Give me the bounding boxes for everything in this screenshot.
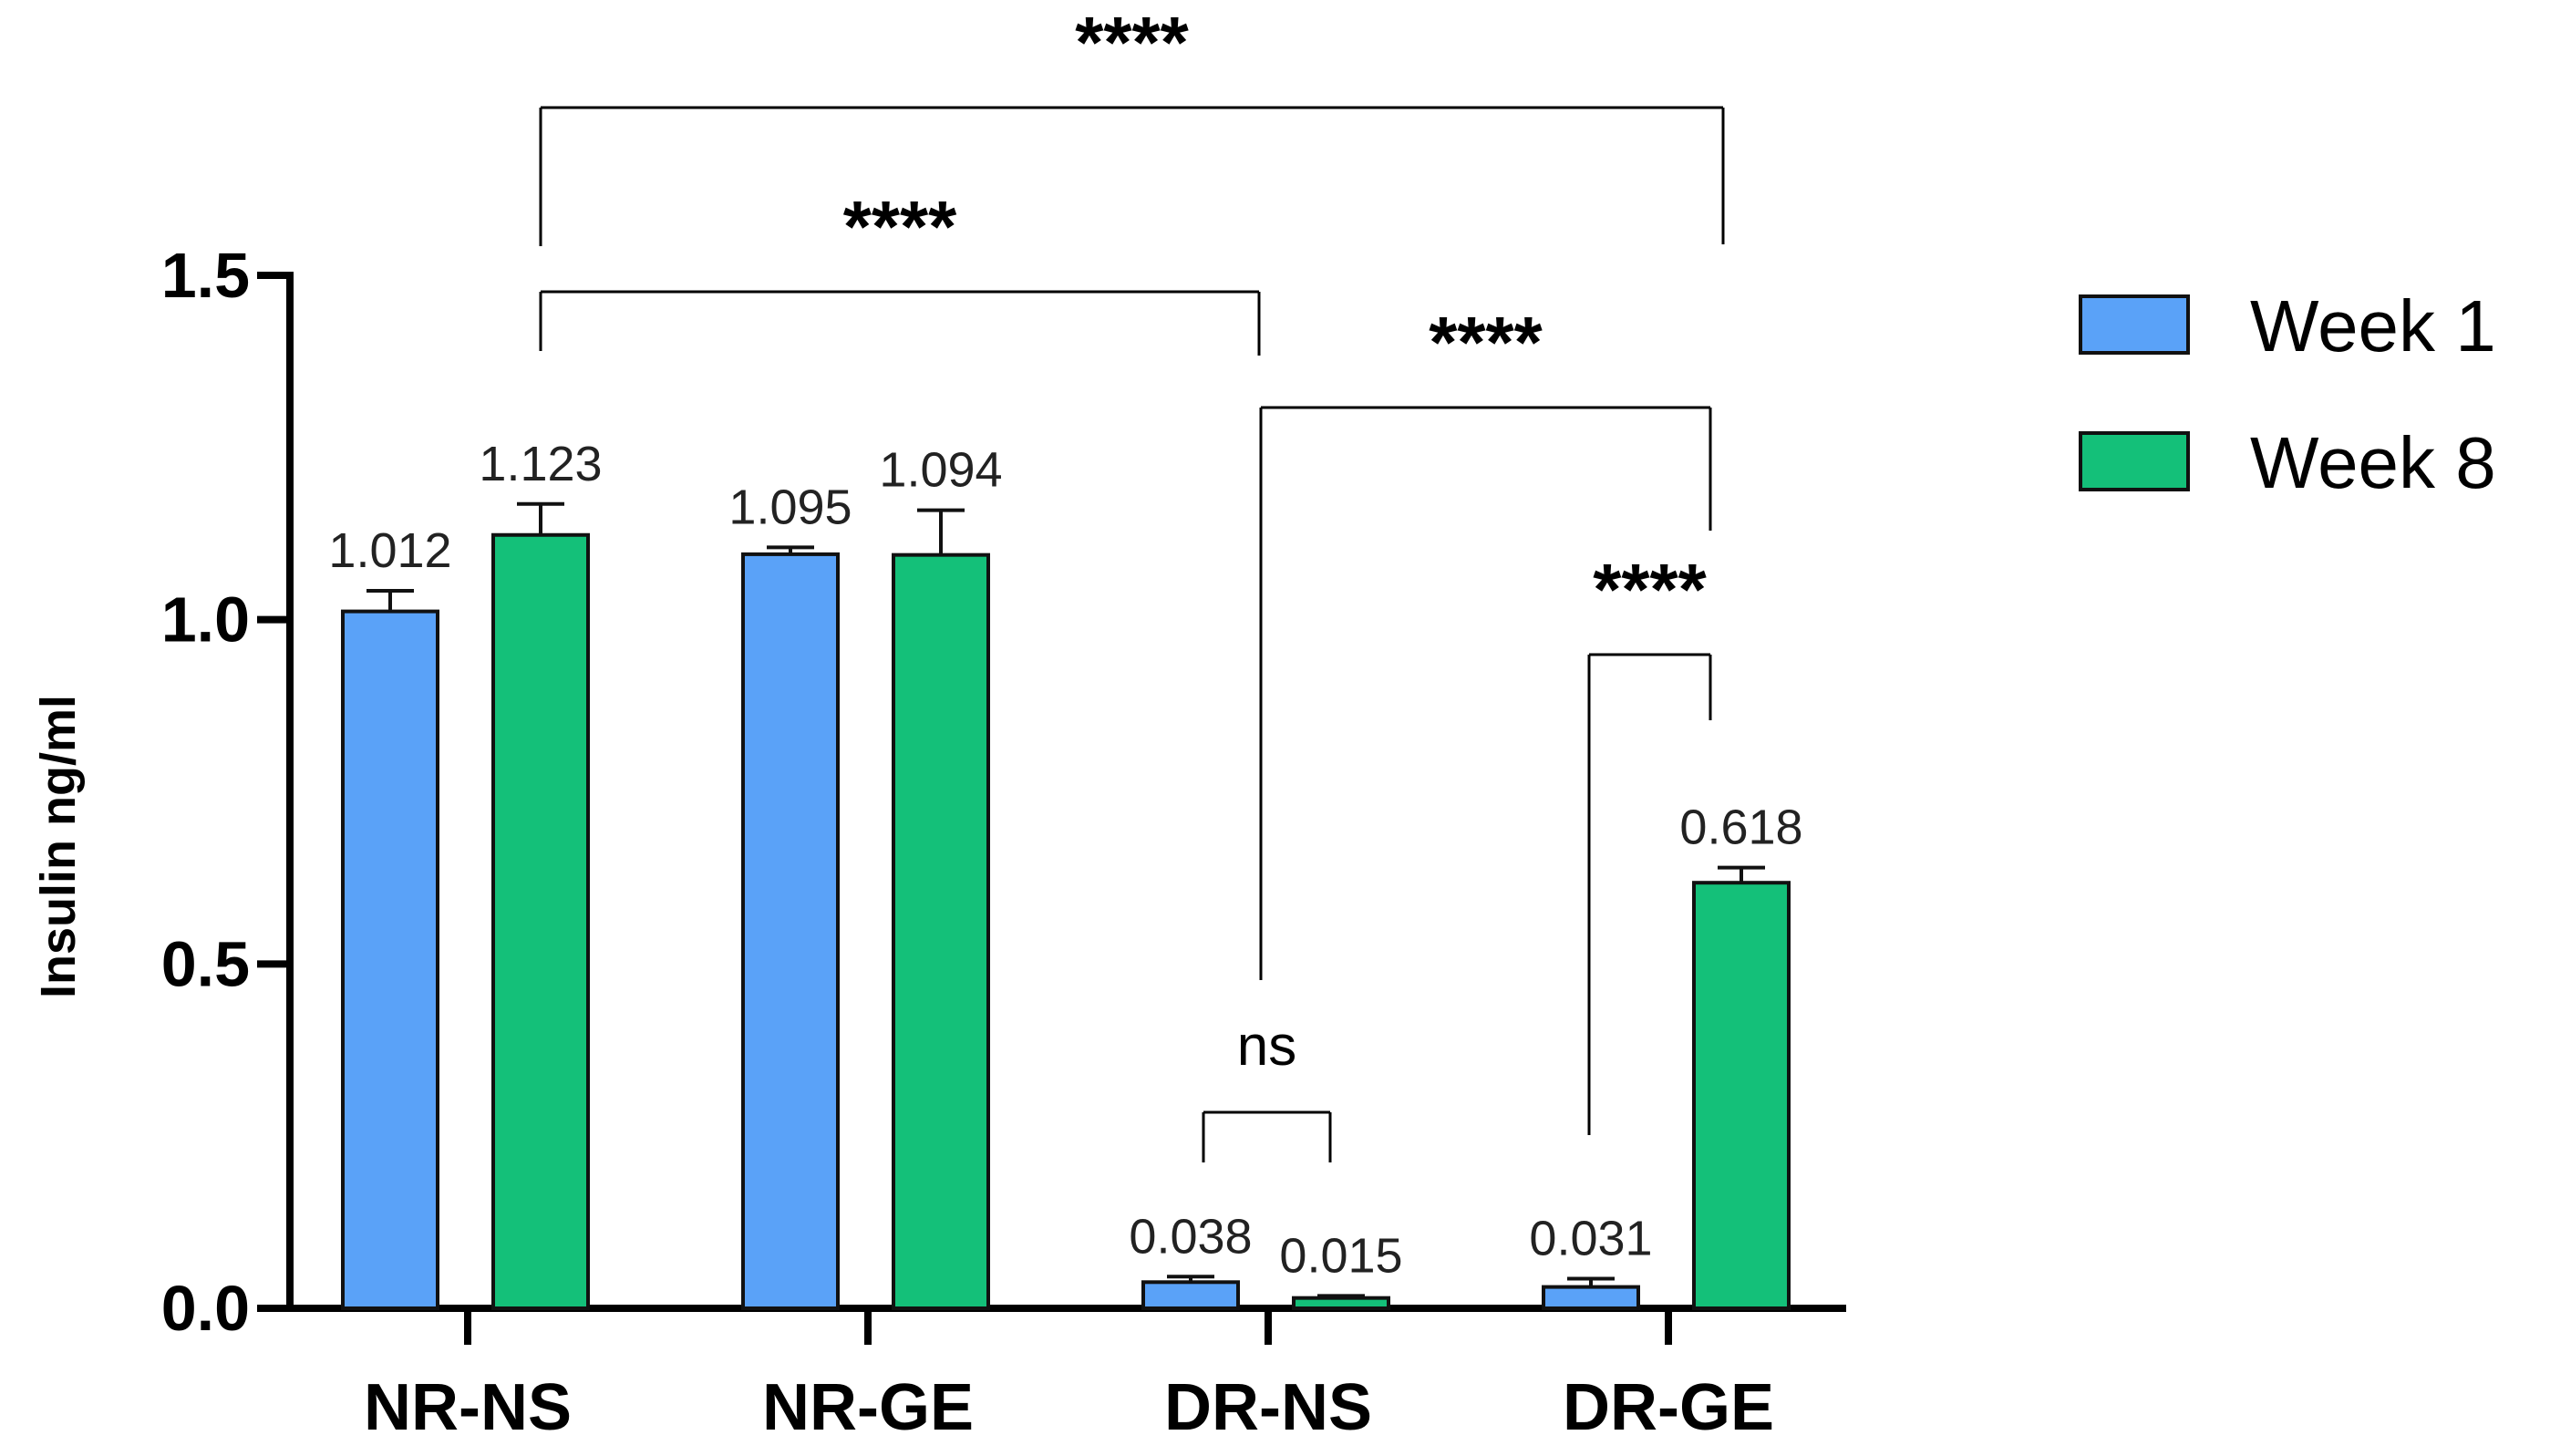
- y-tick-label: 1.0: [161, 584, 250, 656]
- bar-week-8: [1292, 1296, 1390, 1311]
- data-label: 1.094: [879, 443, 1002, 498]
- data-label: 1.095: [728, 480, 852, 534]
- data-label: 0.038: [1129, 1209, 1252, 1264]
- category-label: NR-GE: [762, 1371, 974, 1444]
- bar-week-1: [1141, 1280, 1240, 1311]
- legend-swatch-week-8: [2079, 431, 2190, 491]
- significance-label: ****: [1593, 549, 1707, 630]
- bars-group: 1.012 1.095 0.038 0.031 1.123 1.094 0.015 0.618: [328, 437, 1803, 1311]
- y-tick-label: 1.5: [161, 240, 250, 311]
- significance-label: ****: [1075, 2, 1189, 83]
- legend-label: Week 1: [2250, 285, 2496, 367]
- y-tick-label: 0.0: [161, 1273, 250, 1344]
- bar-week-8: [491, 532, 590, 1310]
- y-tick-label: 0.5: [161, 928, 250, 999]
- data-label: 1.012: [328, 523, 451, 578]
- category-label: DR-GE: [1563, 1371, 1774, 1444]
- significance-label: ns: [1237, 1015, 1296, 1078]
- category-label: DR-NS: [1164, 1371, 1372, 1444]
- bar-week-1: [1542, 1285, 1640, 1311]
- legend: Week 1 Week 8: [2079, 285, 2496, 503]
- legend-label: Week 8: [2250, 422, 2496, 503]
- data-label: 0.031: [1529, 1212, 1652, 1266]
- axes-group: 0.0 0.5 1.0 1.5 Insulin ng/ml NR-NS NR-GE DR-NS…: [31, 240, 1846, 1444]
- significance-label: ****: [1429, 302, 1543, 383]
- data-label: 1.123: [479, 437, 602, 491]
- significance-group: **** **** **** **** ns: [539, 2, 1725, 1162]
- bar-week-8: [1692, 881, 1791, 1310]
- data-label: 0.618: [1679, 800, 1802, 855]
- legend-swatch-week-1: [2079, 294, 2190, 355]
- bar-week-8: [892, 552, 990, 1310]
- significance-label: ****: [843, 186, 957, 267]
- category-label: NR-NS: [364, 1371, 572, 1444]
- y-axis-label: Insulin ng/ml: [31, 695, 86, 998]
- data-label: 0.015: [1279, 1228, 1402, 1283]
- bar-week-1: [741, 552, 840, 1310]
- bar-week-1: [341, 609, 439, 1310]
